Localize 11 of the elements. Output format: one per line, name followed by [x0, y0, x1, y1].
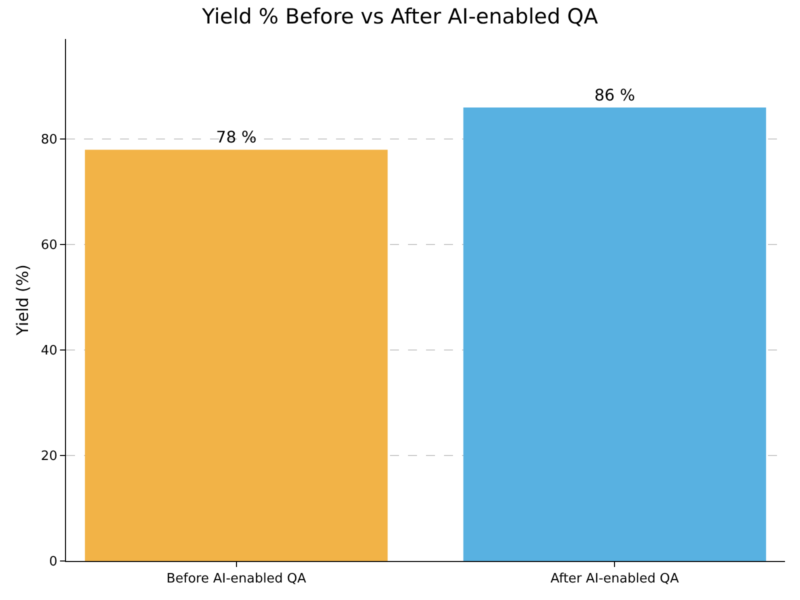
data-label: 86 %	[594, 86, 636, 105]
y-tick-label: 80	[40, 132, 58, 148]
y-tick-label: 20	[40, 449, 58, 464]
x-tick-label: Before AI-enabled QA	[166, 572, 306, 587]
y-tick-label: 60	[40, 238, 58, 254]
y-tick-label: 40	[40, 344, 58, 359]
x-tick-label: After AI-enabled QA	[550, 572, 679, 587]
data-label: 78 %	[216, 128, 257, 147]
y-axis-title: Yield (%)	[12, 264, 32, 336]
y-tick-label: 0	[49, 554, 58, 570]
chart-title: Yield % Before vs After AI-enabled QA	[200, 4, 599, 29]
